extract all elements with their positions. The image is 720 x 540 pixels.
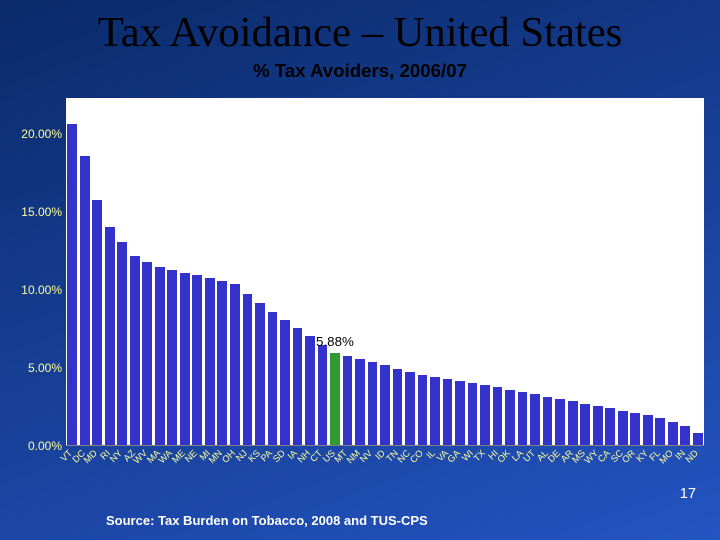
bar: [518, 392, 528, 445]
bars-container: [66, 98, 704, 445]
bar: [67, 124, 77, 445]
bar: [117, 242, 127, 445]
y-tick-label: 15.00%: [21, 205, 62, 219]
x-tick-label: NV: [358, 448, 374, 464]
bar: [268, 312, 278, 445]
x-tick-label: SD: [271, 448, 287, 464]
bar: [405, 372, 415, 445]
bar: [443, 379, 453, 445]
bar: [217, 281, 227, 445]
bar: [580, 404, 590, 445]
y-tick-label: 5.00%: [28, 361, 62, 375]
source-citation: Source: Tax Burden on Tobacco, 2008 and …: [106, 513, 428, 528]
bar: [105, 227, 115, 445]
x-tick-label: MD: [82, 448, 99, 465]
y-tick-label: 10.00%: [21, 283, 62, 297]
bar: [318, 345, 328, 445]
bar: [568, 401, 578, 445]
bar: [230, 284, 240, 445]
bar: [205, 278, 215, 445]
x-tick-label: TX: [472, 448, 488, 464]
bar: [430, 377, 440, 445]
bar: [380, 365, 390, 445]
bar: [543, 397, 553, 445]
y-tick-label: 20.00%: [21, 127, 62, 141]
bar: [80, 156, 90, 445]
bar: [693, 433, 703, 445]
bar: [455, 381, 465, 445]
slide-title: Tax Avoidance – United States: [0, 8, 720, 57]
x-tick-label: NE: [183, 448, 199, 464]
bar: [142, 262, 152, 445]
bar: [655, 418, 665, 445]
bar: [130, 256, 140, 445]
bar: [305, 336, 315, 445]
bar: [180, 273, 190, 445]
bar: [643, 415, 653, 445]
x-tick-label: CO: [408, 448, 425, 465]
x-tick-label: MO: [657, 448, 675, 466]
bar: [680, 426, 690, 445]
bar: [505, 390, 515, 445]
bar: [343, 356, 353, 445]
bar: [555, 399, 565, 445]
bar: [605, 408, 615, 445]
bar: [330, 353, 340, 445]
bar: [668, 422, 678, 445]
x-labels: VTDCMDRINYAZWVMAWAMENEMIMNOHNJKSPASDIANH…: [66, 446, 704, 486]
bar: [368, 362, 378, 445]
bar: [493, 387, 503, 445]
bar: [167, 270, 177, 445]
bar: [255, 303, 265, 445]
bar: [393, 369, 403, 445]
y-tick-label: 0.00%: [28, 439, 62, 453]
bar: [468, 383, 478, 445]
bar: [293, 328, 303, 445]
x-tick-label: ND: [683, 448, 700, 465]
bar: [192, 275, 202, 445]
bar: [618, 411, 628, 445]
bar: [280, 320, 290, 445]
slide-root: Tax Avoidance – United States % Tax Avoi…: [0, 0, 720, 540]
bar: [243, 294, 253, 445]
bar: [480, 385, 490, 445]
bar: [155, 267, 165, 445]
bar: [355, 359, 365, 445]
page-number: 17: [680, 486, 696, 502]
bar: [630, 413, 640, 445]
bar: [593, 406, 603, 445]
plot-region: 5.88%: [66, 98, 704, 446]
bar: [530, 394, 540, 445]
value-callout: 5.88%: [316, 334, 354, 349]
chart-title: % Tax Avoiders, 2006/07: [0, 60, 720, 82]
bar: [92, 200, 102, 445]
chart-area: 5.88% 0.00%5.00%10.00%15.00%20.00% VTDCM…: [10, 98, 710, 478]
bar: [418, 375, 428, 445]
